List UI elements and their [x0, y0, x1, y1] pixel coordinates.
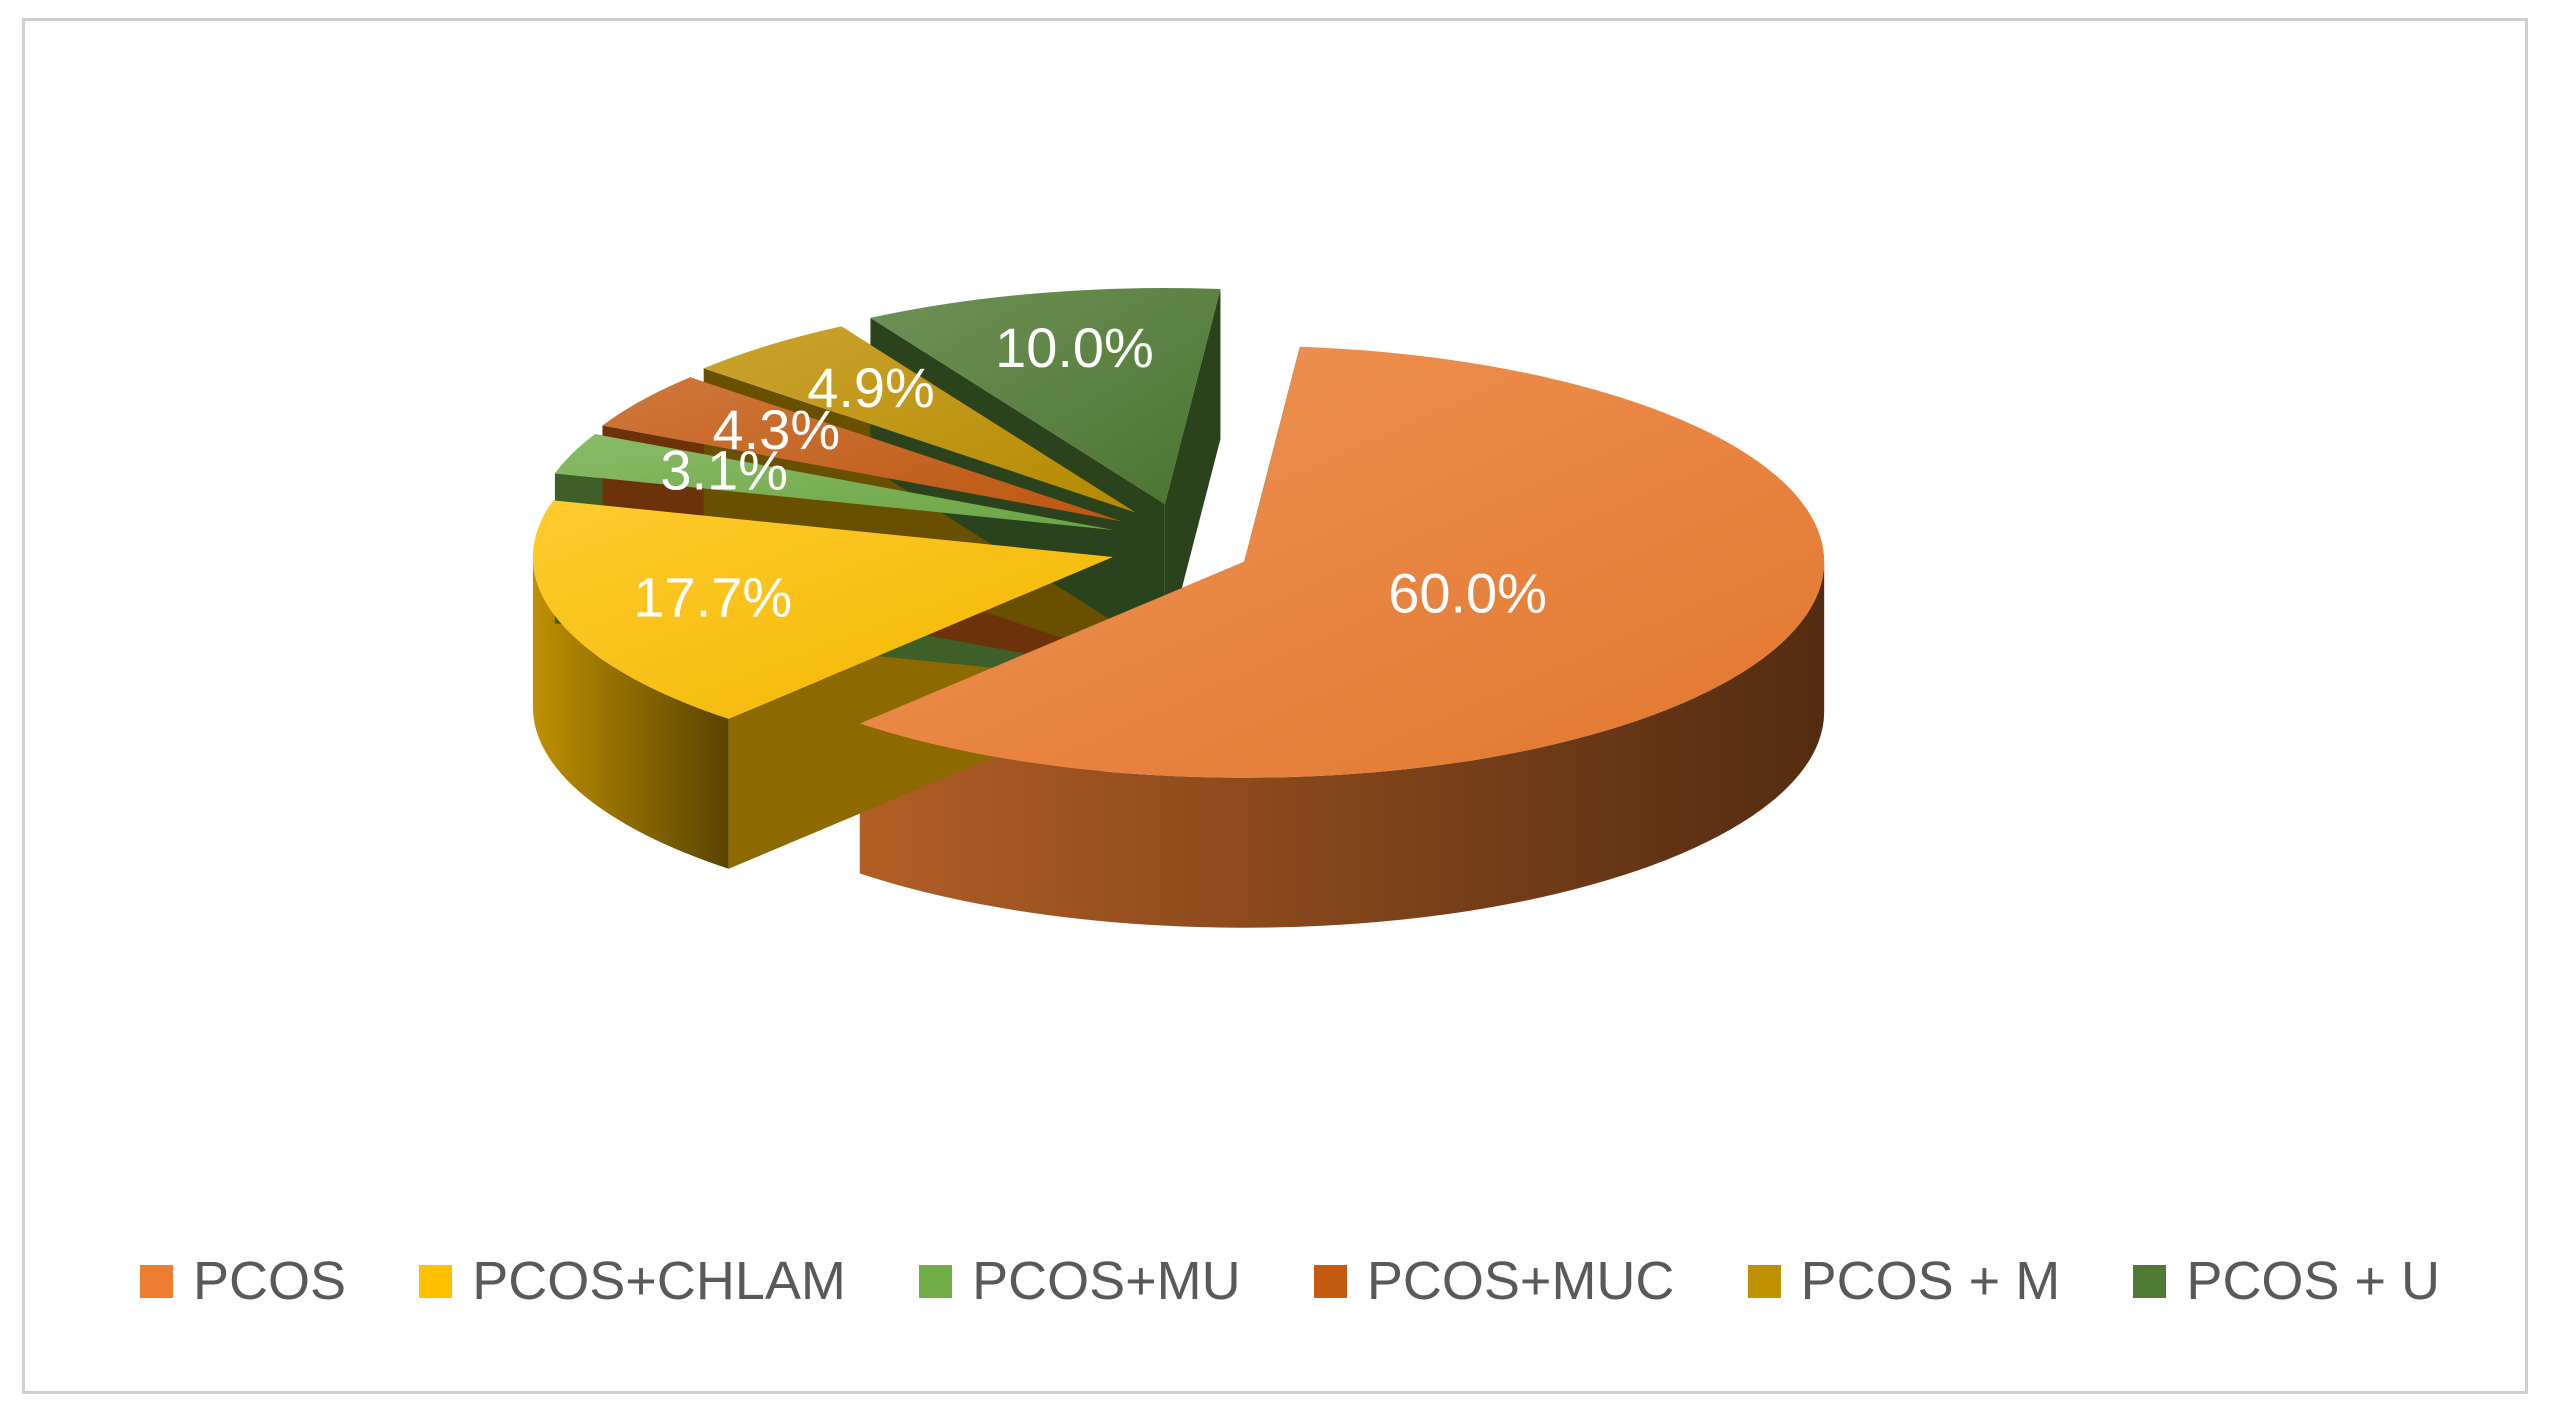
data-label: 4.9%: [807, 356, 935, 419]
legend-item-pcos-mu: PCOS+MU: [919, 1250, 1241, 1312]
pie-slice: [859, 346, 1825, 778]
pie-slice: [870, 287, 1221, 504]
legend-swatch: [140, 1264, 173, 1298]
legend-swatch: [1313, 1264, 1347, 1298]
data-label: 10.0%: [995, 316, 1154, 379]
pie-slice: [554, 434, 1115, 531]
legend-item-pcos-muc: PCOS+MUC: [1313, 1250, 1675, 1312]
data-label: 3.1%: [660, 439, 788, 502]
data-label: 60.0%: [1388, 562, 1547, 625]
legend-label: PCOS + M: [1800, 1251, 2061, 1311]
legend-item-pcos-chlam: PCOS+CHLAM: [419, 1250, 846, 1312]
pie-slice-side: [532, 557, 729, 869]
pie-slice: [532, 500, 1113, 719]
data-label: 4.3%: [713, 398, 841, 461]
legend-label: PCOS+MUC: [1366, 1251, 1675, 1311]
legend-swatch: [2133, 1264, 2167, 1298]
pie-slice: [703, 326, 1136, 513]
legend-label: PCOS+CHLAM: [472, 1251, 846, 1311]
legend: PCOS PCOS+CHLAM PCOS+MU PCOS+MUC PCOS + …: [140, 1250, 2440, 1312]
pie-slice-side: [859, 561, 1825, 928]
legend-swatch: [919, 1264, 953, 1298]
legend-swatch: [1747, 1264, 1781, 1298]
legend-swatch: [419, 1264, 453, 1298]
legend-label: PCOS+MU: [972, 1251, 1241, 1311]
legend-label: PCOS: [193, 1251, 347, 1311]
data-label: 17.7%: [633, 565, 792, 628]
legend-item-pcos-u: PCOS + U: [2133, 1250, 2440, 1312]
legend-item-pcos-m: PCOS + M: [1747, 1250, 2061, 1312]
pie-slice-wall: [1164, 288, 1221, 654]
pie-slice: [602, 377, 1123, 522]
legend-item-pcos: PCOS: [140, 1250, 346, 1312]
legend-label: PCOS + U: [2186, 1251, 2440, 1311]
